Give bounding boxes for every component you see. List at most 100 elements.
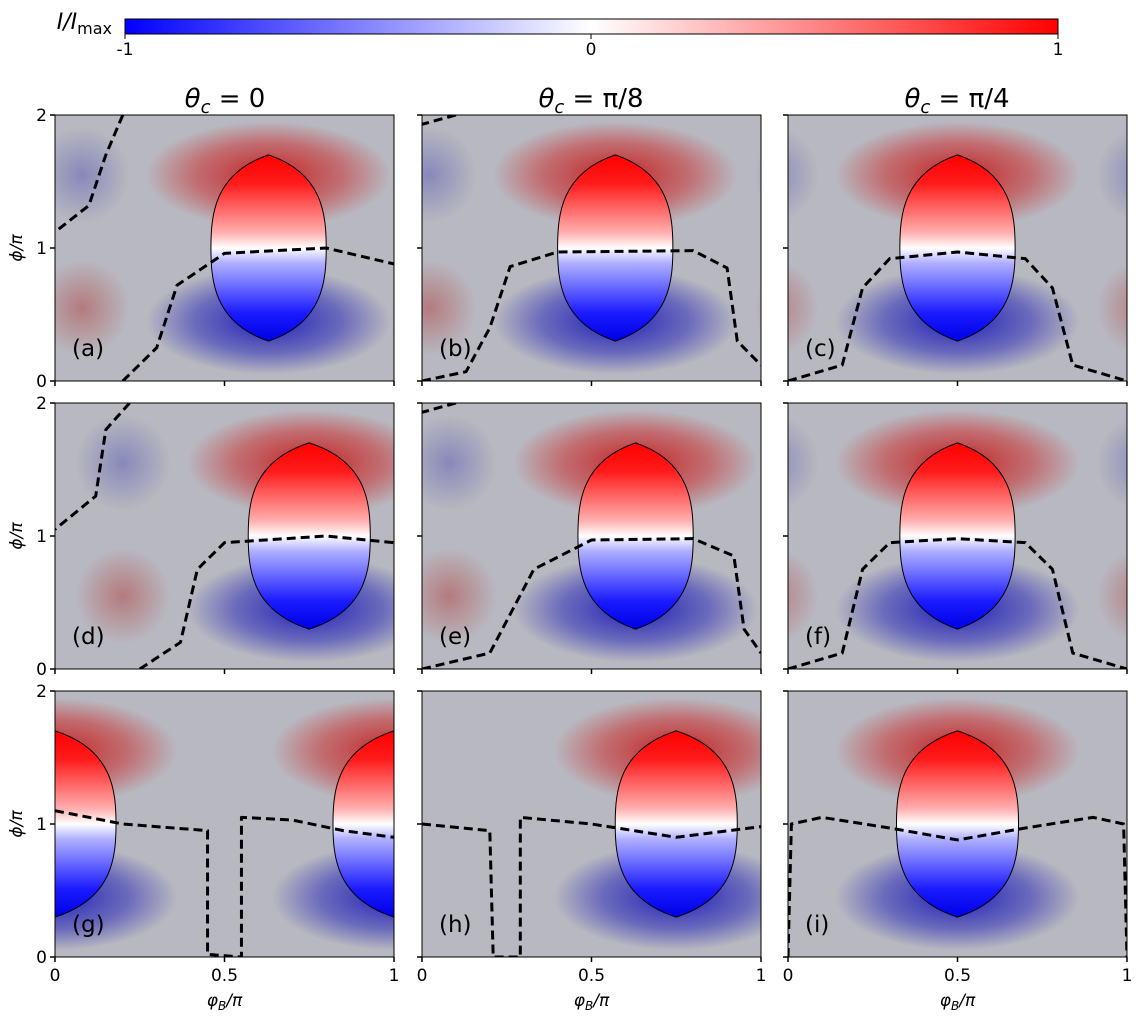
zero-contour [138,534,394,669]
colorbar-tick-mid: 0 [586,40,597,60]
y-tick-label: 2 [36,394,47,414]
panel-a: 0 1 2 (a) ϕ/π [7,106,395,392]
side-lobe-blue [55,126,130,223]
x-tick-label: 0 [50,966,61,986]
panel-d: 0 1 2 (d) ϕ/π [7,394,395,680]
x-tick-label: 0 [783,966,794,986]
zero-contour [422,403,457,414]
y-tick-label: 2 [36,682,47,702]
side-lobe-red [788,551,819,641]
column-title-3: θc = π/4 [904,84,1009,118]
side-lobe-red [1096,551,1127,641]
panel-f: (f) [783,402,1128,674]
x-tick-label: 0.5 [578,966,605,986]
x-axis-label: φB/π [207,991,243,1013]
zero-contour [788,537,1127,669]
x-tick-label: 1 [389,966,400,986]
side-lobe-red [754,283,761,333]
x-tick-label: 0.5 [211,966,238,986]
y-tick-label: 1 [36,815,47,835]
lens-region [895,730,1020,918]
zero-contour [422,815,761,957]
side-lobe-blue [788,130,819,220]
panel-g: 0 1 2 0 0.5 1 (g) ϕ/π φB/π [7,682,400,1013]
panel-field [55,115,394,381]
panel-label: (b) [439,336,472,362]
side-lobe-red [75,547,171,644]
colorbar-gradient [124,18,1059,35]
x-tick-label: 1 [1122,966,1133,986]
side-lobe-blue [422,414,497,511]
y-tick-label: 0 [36,372,47,392]
lens-region [55,730,117,918]
zero-contour [422,249,761,381]
side-lobe-blue [1096,418,1127,508]
panel-e: (e) [417,402,762,674]
zero-contour [55,115,125,234]
side-lobe-red [1096,263,1127,353]
lens-region [210,154,327,342]
lens-region [577,442,694,630]
panel-field [788,691,1127,957]
panel-field [422,691,761,957]
colorbar-label: I/Imax [57,10,112,38]
column-title-2: θc = π/8 [538,84,643,118]
panel-label: (c) [805,336,836,362]
panel-c: (c) [783,114,1128,386]
side-lobe-blue [422,126,477,223]
panel-label: (h) [439,912,472,938]
panel-field [422,115,761,381]
y-tick-label: 1 [36,527,47,547]
zero-contour [121,246,394,381]
zero-contour [422,537,761,669]
panel-h: 0 0.5 1 (h) φB/π [417,690,767,1013]
x-tick-label: 1 [756,966,767,986]
y-tick-label: 1 [36,239,47,259]
side-lobe-red [422,547,497,644]
lens-region [614,730,738,918]
side-lobe-blue [75,414,171,511]
y-tick-label: 0 [36,948,47,968]
panel-label: (a) [72,336,104,362]
colorbar-tick-max: 1 [1053,40,1064,60]
panel-b: (b) [417,114,762,386]
y-tick-label: 2 [36,106,47,126]
panel-label: (i) [805,912,829,938]
zero-contour [55,403,131,531]
colorbar-tick-min: -1 [117,40,134,60]
side-lobe-red [422,259,477,356]
lens-region [557,154,674,342]
panel-field [788,115,1127,381]
lens-region [332,730,394,918]
panel-label: (e) [439,624,471,650]
panel-label: (d) [72,624,105,650]
column-title-1: θc = 0 [185,84,266,118]
colorbar: I/Imax -1 0 1 [57,10,1064,60]
panel-field [788,403,1127,669]
y-tick-label: 0 [36,660,47,680]
side-lobe-blue [1096,130,1127,220]
side-lobe-red [55,259,130,356]
y-axis-label: ϕ/π [7,810,27,838]
zero-contour [55,809,394,957]
panel-field [55,403,394,669]
x-axis-label: φB/π [574,991,610,1013]
panel-label: (g) [72,912,105,938]
side-lobe-blue [754,150,761,200]
lens-region [899,154,1016,342]
x-axis-label: φB/π [940,991,976,1013]
y-axis-label: ϕ/π [7,522,27,550]
lens-region [899,442,1016,630]
x-tick-label: 0.5 [944,966,971,986]
zero-contour [422,115,457,126]
x-tick-label: 0 [417,966,428,986]
panel-field [422,403,761,669]
side-lobe-red [788,263,819,353]
zero-contour [788,815,1127,957]
side-lobe-blue [788,418,819,508]
panel-field [55,691,394,957]
zero-contour [788,250,1127,381]
panel-label: (f) [805,624,831,650]
